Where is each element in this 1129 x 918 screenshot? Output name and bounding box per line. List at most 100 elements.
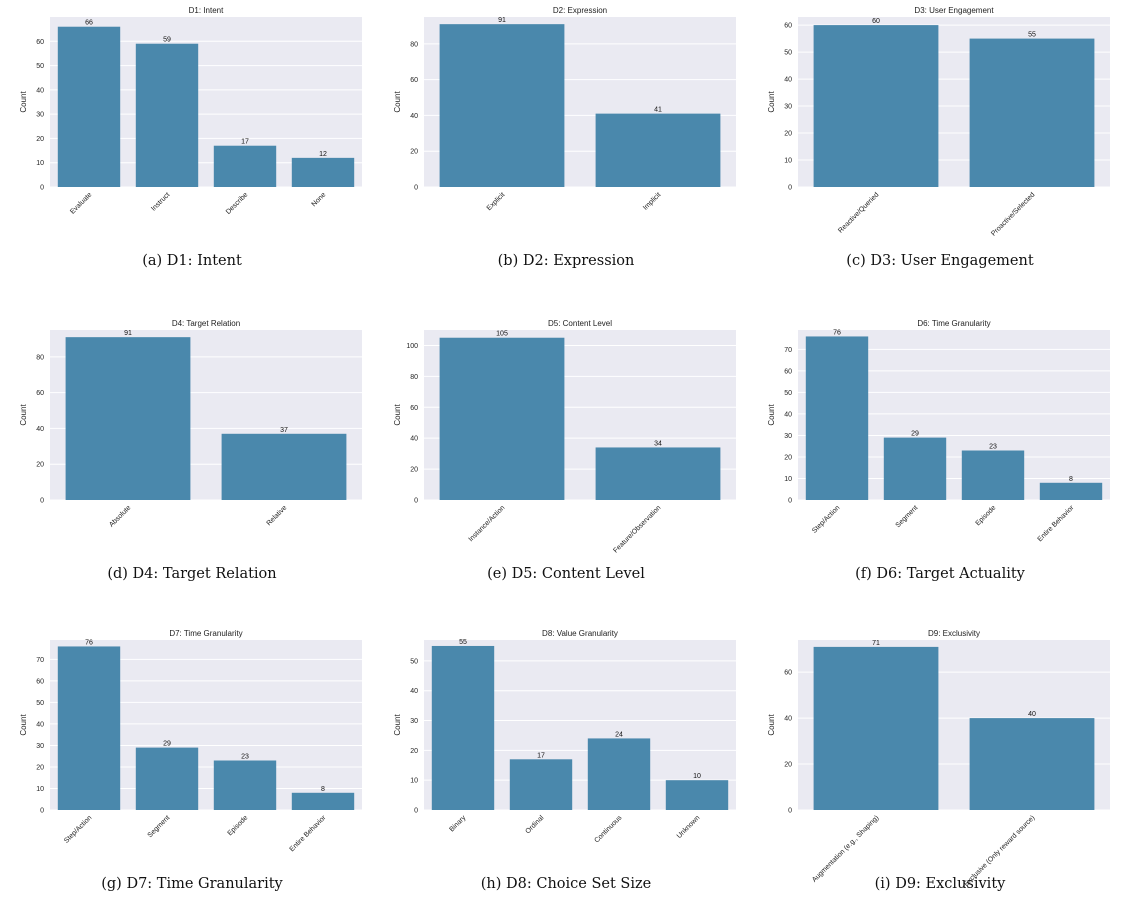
- x-tick-label: Evaluate: [69, 191, 93, 215]
- data-label: 71: [872, 640, 880, 647]
- y-tick-label: 50: [36, 63, 44, 70]
- x-tick-label: Binary: [448, 814, 467, 833]
- panel-e: D5: Content Level 0 20 40 60 80 100 Count 105 Ins…: [386, 318, 746, 608]
- data-label: 8: [321, 786, 325, 793]
- y-tick-label: 40: [36, 426, 44, 433]
- panel-d: D4: Target Relation 0 20 40 60 80 Count 91 Absol…: [12, 318, 372, 608]
- bar: [961, 450, 1025, 500]
- x-tick-label: Segment: [895, 504, 920, 529]
- y-tick-label: 70: [784, 347, 792, 354]
- chart-title: D3: User Engagement: [914, 6, 994, 15]
- panel-a: D1: Intent 0 10 20 30 40 50 60 Count 66 Evaluate 59…: [12, 5, 372, 295]
- y-tick-label: 20: [410, 149, 418, 156]
- x-tick-label: Step/Action: [811, 504, 841, 534]
- x-tick-label: Ordinal: [524, 814, 545, 835]
- bar: [221, 433, 347, 500]
- bar: [439, 337, 565, 500]
- caption-b: (b) D2: Expression: [497, 253, 635, 269]
- chart-title: D5: Content Level: [548, 319, 612, 328]
- caption-i: (i) D9: Exclusivity: [874, 876, 1006, 892]
- y-axis-label: Count: [767, 714, 776, 736]
- y-tick-label: 40: [784, 411, 792, 418]
- data-label: 17: [537, 752, 545, 759]
- caption-d: (d) D4: Target Relation: [107, 566, 277, 582]
- x-tick-label: Step/Action: [63, 814, 93, 844]
- x-tick-label: Continuous: [593, 814, 623, 844]
- y-axis-label: Count: [393, 714, 402, 736]
- data-label: 10: [693, 773, 701, 780]
- y-tick-label: 20: [410, 467, 418, 474]
- y-tick-label: 10: [36, 786, 44, 793]
- data-label: 17: [241, 139, 249, 146]
- bar: [587, 738, 651, 810]
- x-tick-label: Entire Behavior: [289, 814, 328, 853]
- y-tick-label: 20: [784, 131, 792, 138]
- y-tick-label: 20: [784, 762, 792, 769]
- bar: [57, 26, 121, 188]
- bar: [883, 437, 947, 500]
- panel-f: D6: Time Granularity 0 10 20 30 40 50 60 70 Count…: [760, 318, 1120, 608]
- bar: [665, 780, 729, 810]
- panel-h: D8: Value Granularity 0 10 20 30 40 50 Count 55 B…: [386, 628, 746, 918]
- y-tick-label: 10: [784, 158, 792, 165]
- y-axis-label: Count: [19, 91, 28, 113]
- bar: [595, 113, 721, 187]
- data-label: 105: [496, 331, 508, 338]
- y-axis-label: Count: [19, 404, 28, 426]
- chart-title: D1: Intent: [189, 6, 224, 15]
- y-tick-label: 20: [36, 136, 44, 143]
- chart-d7-time-granularity: D7: Time Granularity 0 10 20 30 40 50 60 70 Count…: [19, 629, 362, 853]
- data-label: 55: [459, 639, 467, 646]
- caption-e: (e) D5: Content Level: [487, 566, 645, 582]
- y-tick-label: 60: [410, 405, 418, 412]
- y-axis-label: Count: [393, 404, 402, 426]
- chart-title: D9: Exclusivity: [928, 629, 980, 638]
- bar: [291, 157, 355, 187]
- data-label: 59: [163, 37, 171, 44]
- bar: [213, 145, 277, 187]
- y-tick-label: 80: [410, 374, 418, 381]
- chart-d5-content-level: D5: Content Level 0 20 40 60 80 100 Count 105 Ins…: [393, 319, 736, 555]
- y-tick-label: 0: [414, 808, 418, 815]
- y-tick-label: 60: [36, 678, 44, 685]
- y-tick-label: 60: [410, 77, 418, 84]
- caption-f: (f) D6: Target Actuality: [855, 566, 1025, 582]
- x-tick-label: Explicit: [486, 191, 507, 212]
- y-tick-label: 40: [410, 113, 418, 120]
- x-tick-label: Unknown: [676, 814, 702, 840]
- bar: [1039, 482, 1103, 500]
- x-tick-label: Episode: [975, 504, 998, 527]
- y-tick-label: 30: [784, 433, 792, 440]
- y-tick-label: 10: [410, 778, 418, 785]
- y-tick-label: 40: [410, 688, 418, 695]
- chart-d3-user-engagement: D3: User Engagement 0 10 20 30 40 50 60 Count 60 R…: [767, 6, 1110, 238]
- bar: [509, 759, 573, 810]
- x-tick-label: Augmentation (e.g., Shaping): [811, 814, 880, 883]
- panel-g: D7: Time Granularity 0 10 20 30 40 50 60 70 Count…: [12, 628, 372, 918]
- y-tick-label: 0: [788, 185, 792, 192]
- y-tick-label: 10: [36, 160, 44, 167]
- data-label: 29: [163, 741, 171, 748]
- y-axis-label: Count: [767, 91, 776, 113]
- bar: [65, 337, 191, 500]
- caption-g: (g) D7: Time Granularity: [101, 876, 283, 892]
- bar: [439, 24, 565, 187]
- bar: [969, 718, 1095, 810]
- x-tick-label: Segment: [147, 814, 172, 839]
- y-tick-label: 50: [784, 50, 792, 57]
- x-tick-label: Absolute: [108, 504, 132, 528]
- chart-title: D7: Time Granularity: [169, 629, 242, 638]
- data-label: 23: [241, 754, 249, 761]
- y-tick-label: 10: [784, 476, 792, 483]
- y-tick-label: 0: [788, 808, 792, 815]
- x-tick-label: Instance/Action: [468, 504, 507, 543]
- y-tick-label: 100: [406, 343, 418, 350]
- y-tick-label: 40: [410, 436, 418, 443]
- data-label: 66: [85, 20, 93, 27]
- y-tick-label: 40: [36, 721, 44, 728]
- chart-d1-intent: D1: Intent 0 10 20 30 40 50 60 Count 66 Evaluate 59…: [19, 6, 362, 216]
- y-tick-label: 60: [784, 670, 792, 677]
- caption-c: (c) D3: User Engagement: [846, 253, 1034, 269]
- y-tick-label: 60: [784, 368, 792, 375]
- x-tick-label: Implicit: [642, 191, 662, 211]
